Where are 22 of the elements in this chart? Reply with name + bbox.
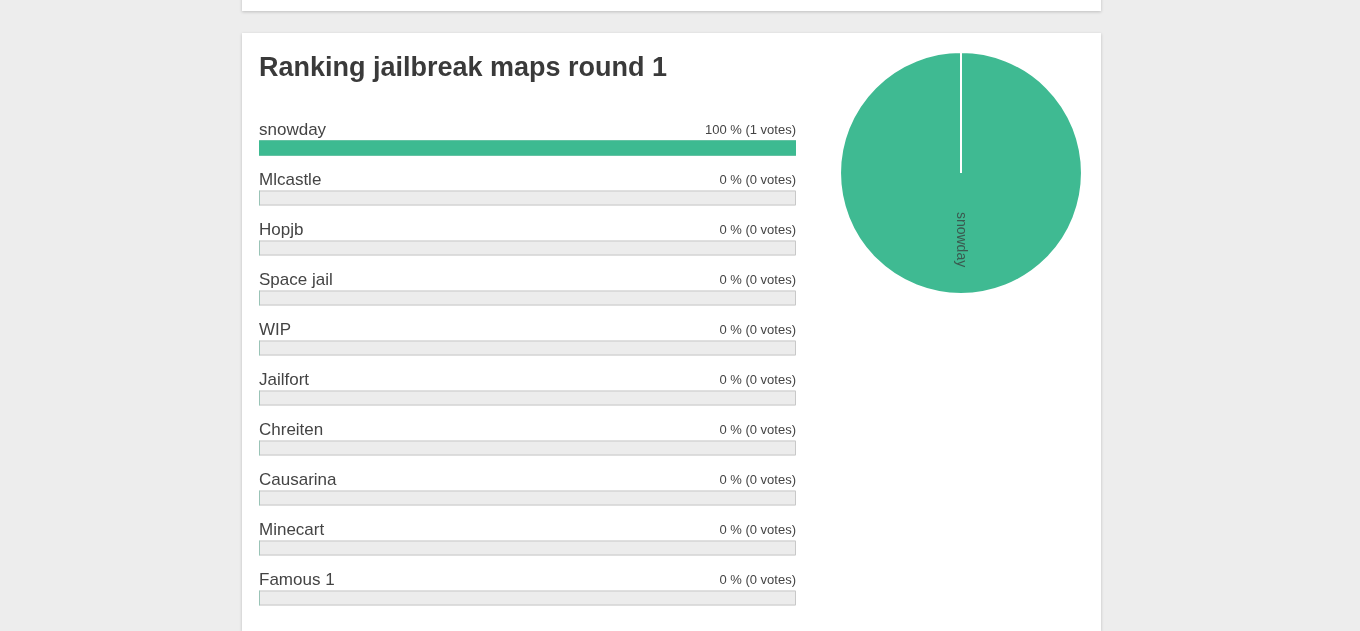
data-label: 0 % (0 votes) [719, 272, 796, 287]
y-tick-label: Chreiten [259, 420, 324, 439]
data-label: 0 % (0 votes) [719, 322, 796, 337]
y-tick-label: Causarina [259, 470, 338, 489]
chart-title: Ranking jailbreak maps round 1 [259, 52, 668, 83]
slice-label: snowday [954, 211, 971, 268]
y-tick-label: Space jail [259, 270, 333, 289]
y-tick-label: WIP [259, 320, 292, 339]
y-tick-label: Minecart [259, 520, 325, 539]
y-tick-label: Jailfort [259, 370, 310, 389]
data-label: 0 % (0 votes) [719, 472, 796, 487]
data-label: 0 % (0 votes) [719, 572, 796, 587]
data-label: 0 % (0 votes) [719, 172, 796, 187]
data-label: 0 % (0 votes) [719, 522, 796, 537]
y-tick-label: snowday [259, 120, 327, 139]
y-tick-label: Famous 1 [259, 570, 335, 589]
data-label: 100 % (1 votes) [704, 122, 796, 137]
y-tick-label: Hopjb [259, 220, 304, 239]
y-tick-label: Mlcastle [259, 170, 322, 189]
data-label: 0 % (0 votes) [719, 372, 796, 387]
data-label: 0 % (0 votes) [719, 422, 796, 437]
data-label: 0 % (0 votes) [719, 222, 796, 237]
